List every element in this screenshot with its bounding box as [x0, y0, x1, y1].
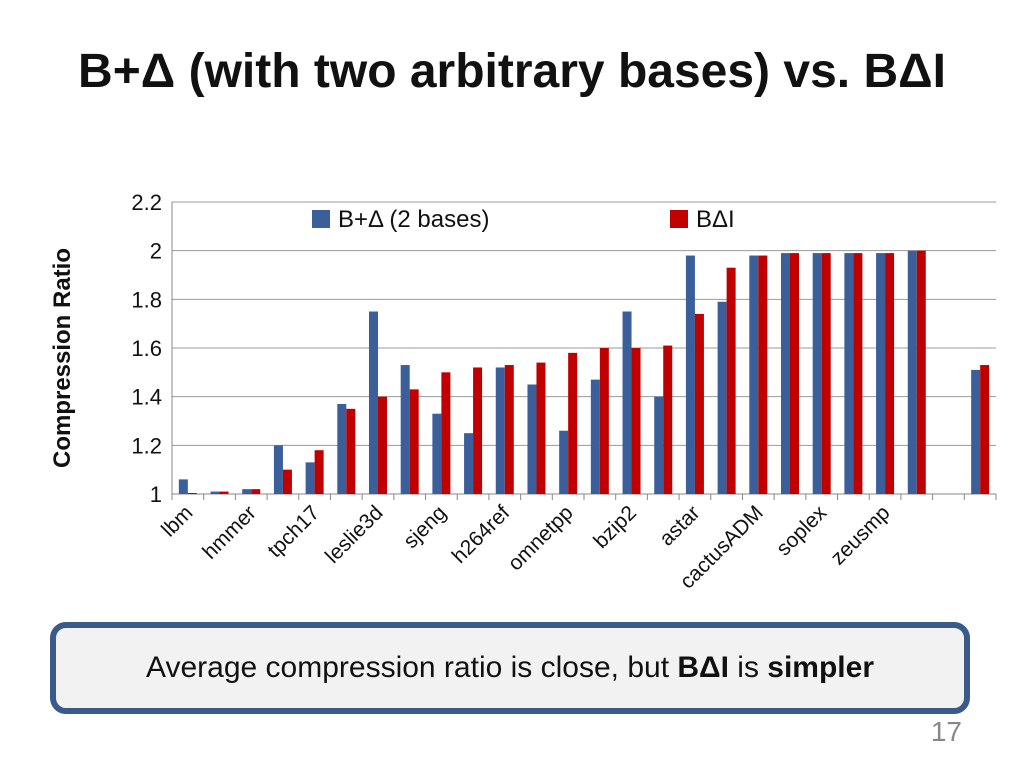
bar-b-plus-delta — [654, 396, 664, 494]
x-tick-label: sjeng — [399, 501, 451, 553]
callout-text-prefix: Average compression ratio is close, but — [146, 651, 678, 684]
bar-b-plus-delta — [178, 479, 188, 494]
bar-b-plus-delta — [844, 253, 854, 494]
bar-bdi — [980, 365, 990, 494]
bar-bdi — [853, 253, 863, 494]
bar-b-plus-delta — [812, 253, 822, 494]
y-tick-label: 1.4 — [131, 385, 162, 410]
bar-b-plus-delta — [305, 462, 315, 494]
bar-b-plus-delta — [590, 379, 600, 494]
x-tick-label: bzip2 — [589, 501, 641, 553]
callout-bold-bdi: BΔI — [677, 651, 729, 684]
bar-b-plus-delta — [495, 367, 505, 494]
bar-bdi — [314, 450, 324, 494]
bar-bdi — [219, 491, 229, 494]
bar-b-plus-delta — [210, 491, 220, 494]
bar-bdi — [473, 367, 483, 494]
x-tick-label: omnetpp — [504, 501, 578, 575]
bar-bdi — [251, 489, 261, 494]
bar-b-plus-delta — [907, 250, 917, 494]
callout-bold-simpler: simpler — [767, 651, 874, 684]
bar-bdi — [821, 253, 831, 494]
legend-label: BΔI — [696, 206, 735, 233]
y-tick-label: 2.2 — [131, 190, 162, 215]
bar-bdi — [631, 348, 641, 494]
bar-b-plus-delta — [273, 445, 283, 494]
bar-b-plus-delta — [464, 433, 474, 494]
y-tick-label: 1.8 — [131, 287, 162, 312]
bar-b-plus-delta — [717, 301, 727, 494]
bar-b-plus-delta — [781, 253, 790, 494]
bar-b-plus-delta — [369, 311, 378, 494]
legend-label: B+Δ (2 bases) — [338, 206, 489, 233]
bar-bdi — [504, 365, 514, 494]
bar-b-plus-delta — [432, 413, 442, 494]
x-tick-label: lbm — [157, 501, 197, 541]
legend-swatch — [312, 210, 330, 228]
bar-b-plus-delta — [242, 489, 252, 494]
bar-bdi — [378, 396, 387, 494]
bar-bdi — [568, 352, 578, 494]
x-tick-label: hmmer — [198, 501, 260, 563]
bar-b-plus-delta — [685, 255, 695, 494]
bar-bdi — [409, 389, 419, 494]
bar-bdi — [187, 493, 197, 494]
bar-bdi — [726, 267, 736, 494]
y-tick-label: 2 — [150, 239, 162, 264]
bar-b-plus-delta — [749, 255, 759, 494]
callout-text-middle: is — [728, 651, 768, 684]
bar-b-plus-delta — [337, 403, 347, 494]
x-tick-label: astar — [655, 501, 704, 550]
callout-box: Average compression ratio is close, but … — [50, 622, 970, 714]
x-tick-label: soplex — [772, 501, 832, 561]
bar-bdi — [441, 372, 451, 494]
bar-bdi — [282, 469, 292, 494]
bar-bdi — [663, 345, 673, 494]
x-tick-label: tpch17 — [263, 501, 324, 562]
bar-b-plus-delta — [527, 384, 537, 494]
bar-bdi — [790, 253, 799, 494]
bar-bdi — [885, 253, 895, 494]
legend-swatch — [670, 210, 688, 228]
bar-bdi — [758, 255, 768, 494]
y-tick-label: 1.2 — [131, 433, 162, 458]
slide-number: 17 — [930, 716, 962, 747]
y-tick-label: 1.6 — [131, 336, 162, 361]
bar-bdi — [916, 250, 926, 494]
bar-b-plus-delta — [971, 369, 981, 494]
y-axis-title: Compression Ratio — [49, 248, 76, 468]
bar-b-plus-delta — [622, 311, 632, 494]
x-tick-label: leslie3d — [321, 501, 388, 568]
bar-bdi — [599, 348, 609, 494]
slide-title: B+Δ (with two arbitrary bases) vs. BΔI — [78, 45, 946, 98]
x-tick-label: zeusmp — [826, 501, 894, 569]
bar-bdi — [694, 313, 704, 494]
bar-b-plus-delta — [876, 253, 886, 494]
bar-b-plus-delta — [400, 365, 410, 494]
bar-b-plus-delta — [559, 430, 569, 494]
bar-bdi — [536, 362, 546, 494]
bar-bdi — [346, 408, 356, 494]
y-tick-label: 1 — [150, 482, 162, 507]
